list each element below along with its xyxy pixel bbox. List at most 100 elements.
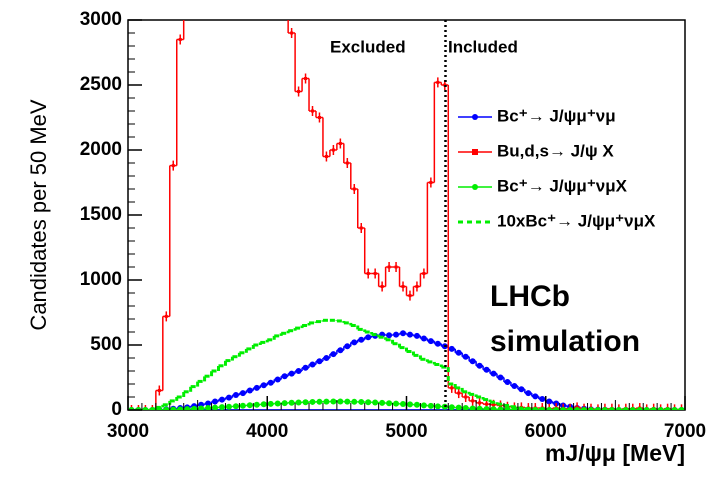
bin-marker — [400, 401, 407, 408]
histogram-bin — [336, 138, 344, 149]
bin-marker — [351, 398, 358, 405]
bin-marker — [476, 405, 483, 410]
bin-marker — [492, 403, 496, 407]
legend-marker — [472, 149, 478, 155]
histogram-bin — [309, 398, 316, 405]
bin-marker — [212, 404, 219, 410]
bin-marker — [490, 370, 497, 377]
histogram-bin — [267, 379, 275, 386]
histogram-bin — [343, 343, 351, 350]
histogram-bin — [364, 334, 372, 341]
bin-marker — [191, 405, 198, 410]
y-tick-label: 500 — [90, 334, 122, 355]
histogram-bin — [350, 398, 358, 405]
bin-marker — [288, 370, 295, 377]
bin-marker — [358, 336, 365, 343]
histogram-bin — [260, 382, 268, 389]
bin-marker — [323, 398, 330, 405]
histogram-bin — [246, 402, 254, 409]
histogram-bin — [274, 376, 282, 383]
bin-marker — [427, 338, 434, 345]
bin-marker — [393, 331, 400, 338]
bin-marker — [532, 393, 539, 400]
bin-marker — [253, 384, 260, 391]
histogram-bin — [399, 281, 407, 292]
y-tick-label: 2500 — [80, 74, 122, 95]
bin-marker — [429, 181, 433, 184]
y-tick-label: 3000 — [80, 9, 122, 30]
bin-marker — [455, 404, 462, 410]
histogram-bin — [253, 384, 261, 391]
histogram-bin — [162, 311, 170, 322]
histogram-bin — [288, 399, 296, 406]
x-tick-label: 4000 — [246, 421, 288, 442]
bin-marker — [351, 339, 358, 346]
histogram-bin — [281, 373, 289, 380]
bin-marker — [164, 314, 168, 318]
histogram-bin — [225, 394, 233, 401]
histogram-bin — [302, 73, 310, 84]
bin-marker — [225, 403, 232, 410]
bin-marker — [394, 265, 398, 269]
bin-marker — [246, 402, 253, 409]
bin-marker — [518, 386, 525, 393]
bin-marker — [302, 364, 309, 371]
bin-marker — [462, 353, 469, 360]
bin-marker — [464, 395, 468, 399]
histogram-bin — [162, 406, 170, 410]
histogram-bin — [448, 404, 456, 410]
bin-marker — [455, 349, 462, 356]
histogram-bin — [239, 402, 247, 409]
histogram-bin — [385, 400, 393, 407]
histogram-bin — [371, 268, 379, 279]
histogram-bin — [420, 335, 428, 342]
bin-marker — [422, 272, 426, 275]
histogram-bin — [260, 401, 268, 408]
bin-marker — [205, 405, 212, 410]
bin-marker — [304, 77, 308, 80]
y-tick-label: 1000 — [80, 269, 122, 290]
bin-marker — [290, 31, 294, 35]
bin-marker — [420, 402, 427, 409]
histogram-bin — [497, 374, 504, 381]
histogram-bin — [288, 370, 296, 377]
histogram-bin — [469, 358, 477, 365]
y-tick-label: 1500 — [80, 204, 122, 225]
bin-marker — [316, 358, 323, 365]
bin-marker — [365, 399, 372, 406]
bin-marker — [379, 399, 386, 406]
histogram-bin — [302, 399, 310, 406]
histogram-bin — [169, 160, 177, 171]
histogram-bin — [336, 398, 344, 405]
annotation: LHCb — [490, 280, 570, 313]
histogram-bin — [476, 362, 484, 369]
histogram-bin — [176, 406, 184, 410]
histogram-bin — [176, 34, 184, 45]
bin-marker — [225, 394, 232, 401]
histogram-bin — [510, 382, 518, 389]
histogram-bin — [462, 392, 470, 402]
bin-marker — [330, 398, 337, 405]
histogram-bin — [531, 393, 539, 400]
legend-marker — [472, 114, 478, 120]
histogram-bin — [476, 405, 484, 410]
bin-marker — [311, 109, 315, 113]
bin-marker — [274, 376, 281, 383]
bin-marker — [288, 399, 295, 406]
histogram-bin — [204, 405, 212, 410]
bin-marker — [337, 398, 344, 405]
bin-marker — [218, 396, 225, 403]
histogram-bin — [503, 406, 511, 410]
bin-marker — [246, 387, 253, 394]
histogram-bin — [315, 112, 323, 123]
bin-marker — [386, 400, 393, 407]
bin-marker — [393, 400, 400, 407]
histogram-bin — [357, 336, 365, 343]
bin-marker — [387, 265, 391, 269]
bin-marker — [330, 351, 337, 358]
histogram-bin — [392, 400, 400, 407]
histogram-bin — [295, 368, 303, 374]
bin-marker — [344, 398, 351, 405]
histogram-bin — [455, 404, 463, 410]
